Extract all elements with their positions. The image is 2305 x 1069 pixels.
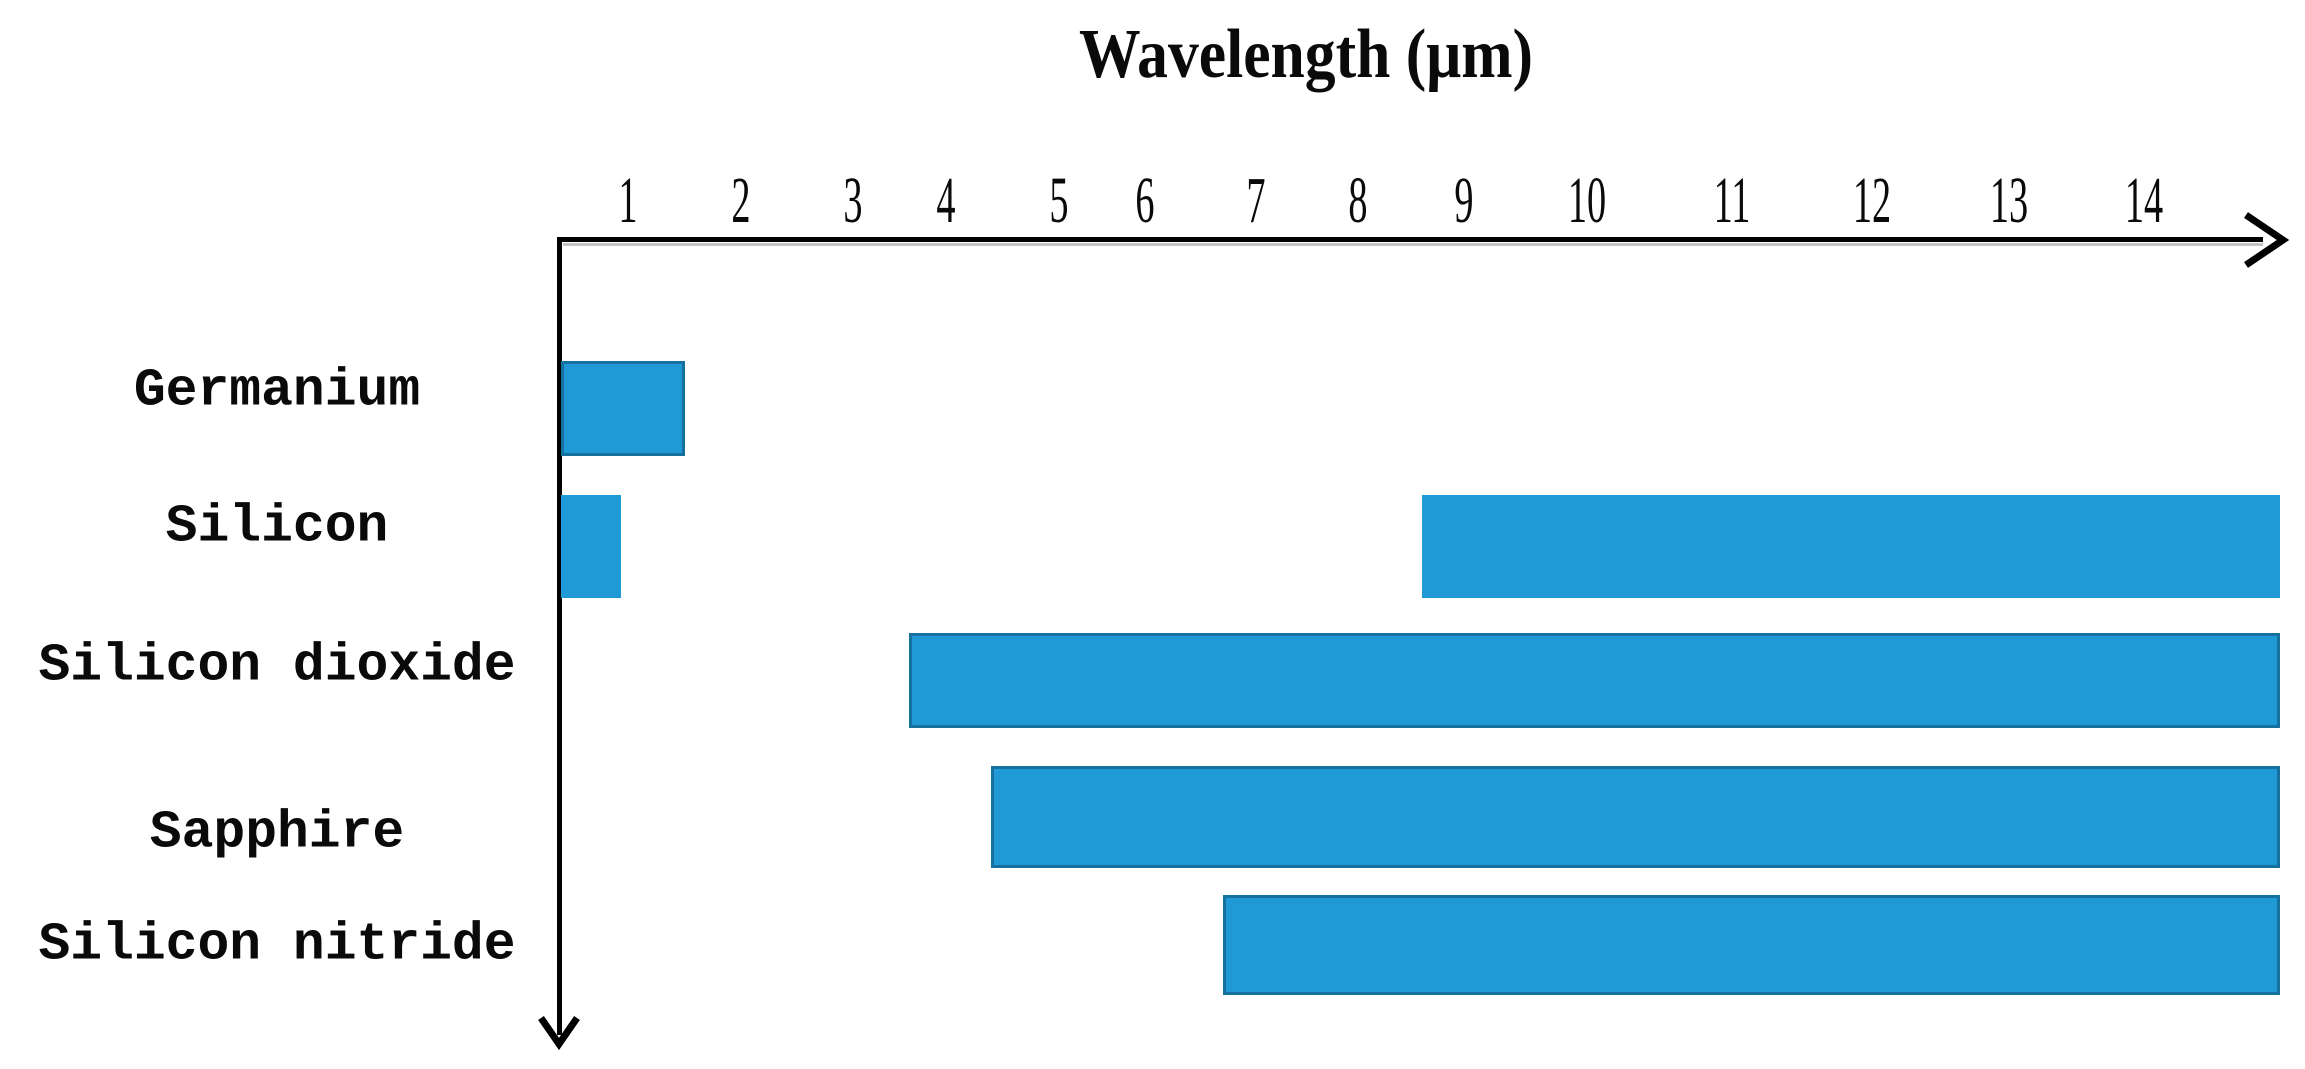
x-tick-label-1: 1 — [618, 164, 638, 237]
band-silicon-2 — [1421, 495, 2280, 598]
x-tick-label-11: 11 — [1713, 164, 1751, 237]
x-tick-label-13: 13 — [1989, 164, 2029, 237]
row-label-germanium: Germanium — [133, 360, 421, 421]
x-tick-label-12: 12 — [1852, 164, 1892, 237]
x-tick-label-2: 2 — [731, 164, 751, 237]
x-tick-label-9: 9 — [1454, 164, 1474, 237]
x-tick-label-6: 6 — [1135, 164, 1155, 237]
x-tick-label-3: 3 — [843, 164, 863, 237]
chart-title: Wavelength (μm) — [1078, 16, 1534, 93]
row-label-silicon-nitride: Silicon nitride — [38, 914, 516, 975]
band-sapphire-1 — [991, 766, 2280, 868]
x-axis-line — [557, 237, 2263, 242]
x-tick-label-10: 10 — [1567, 164, 1607, 237]
x-tick-label-7: 7 — [1246, 164, 1266, 237]
x-tick-label-4: 4 — [936, 164, 956, 237]
x-tick-label-8: 8 — [1348, 164, 1368, 237]
row-label-sapphire: Sapphire — [149, 802, 405, 863]
row-label-silicon-dioxide: Silicon dioxide — [38, 635, 516, 696]
x-tick-label-14: 14 — [2124, 164, 2164, 237]
band-silicon-dioxide-1 — [908, 633, 2280, 728]
band-silicon-1 — [561, 495, 622, 598]
band-silicon-nitride-1 — [1222, 895, 2280, 995]
y-axis-line — [557, 237, 562, 1035]
x-tick-label-5: 5 — [1049, 164, 1069, 237]
row-label-silicon: Silicon — [165, 496, 389, 557]
band-germanium-1 — [561, 361, 685, 456]
x-axis-line-shadow — [563, 243, 2263, 246]
